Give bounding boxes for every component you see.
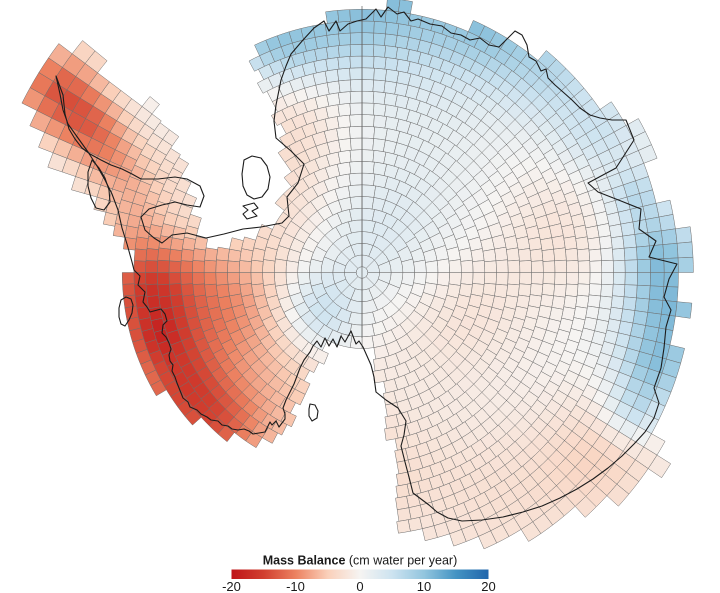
svg-text:-20: -20 — [222, 579, 241, 593]
svg-text:0: 0 — [356, 579, 363, 593]
svg-text:20: 20 — [481, 579, 495, 593]
svg-text:10: 10 — [417, 579, 431, 593]
svg-text:Mass Balance (cm water per yea: Mass Balance (cm water per year) — [263, 554, 458, 568]
svg-text:-10: -10 — [286, 579, 305, 593]
